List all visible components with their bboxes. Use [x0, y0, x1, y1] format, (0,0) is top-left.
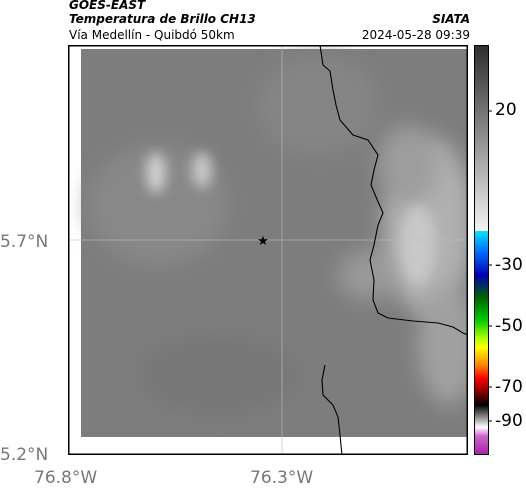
colorbar-tick-20: 20: [495, 100, 517, 120]
satellite-map: ★: [68, 45, 468, 455]
colorbar-tick-minus30: -30: [495, 255, 523, 275]
lon-label-76-8: 76.8°W: [34, 468, 98, 488]
brightness-temperature-field: [81, 49, 468, 437]
colorbar-tick-minus70: -70: [495, 377, 523, 397]
product-title: Temperatura de Brillo CH13: [69, 12, 256, 26]
colorbar-tick-minus50: -50: [495, 316, 523, 336]
lon-label-76-3: 76.3°W: [250, 468, 314, 488]
gridlines: [68, 45, 468, 455]
region-subtitle: Vía Medellín - Quibdó 50km: [69, 28, 235, 42]
organization-label: SIATA: [432, 12, 470, 26]
satellite-title: GOES-EAST: [69, 0, 146, 12]
map-frame: [68, 45, 468, 455]
star-marker-icon: ★: [257, 234, 269, 249]
department-boundary: [319, 45, 468, 455]
lat-label-5-7: 5.7°N: [0, 232, 49, 252]
lat-label-5-2: 5.2°N: [0, 445, 49, 465]
colorbar: [474, 45, 492, 455]
timestamp-label: 2024-05-28 09:39: [361, 28, 470, 42]
colorbar-tick-minus90: -90: [495, 411, 523, 431]
